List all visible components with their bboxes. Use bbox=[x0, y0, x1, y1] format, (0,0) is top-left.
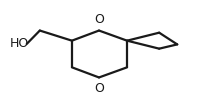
Text: HO: HO bbox=[10, 37, 29, 50]
Text: O: O bbox=[94, 82, 104, 95]
Text: O: O bbox=[94, 13, 104, 26]
